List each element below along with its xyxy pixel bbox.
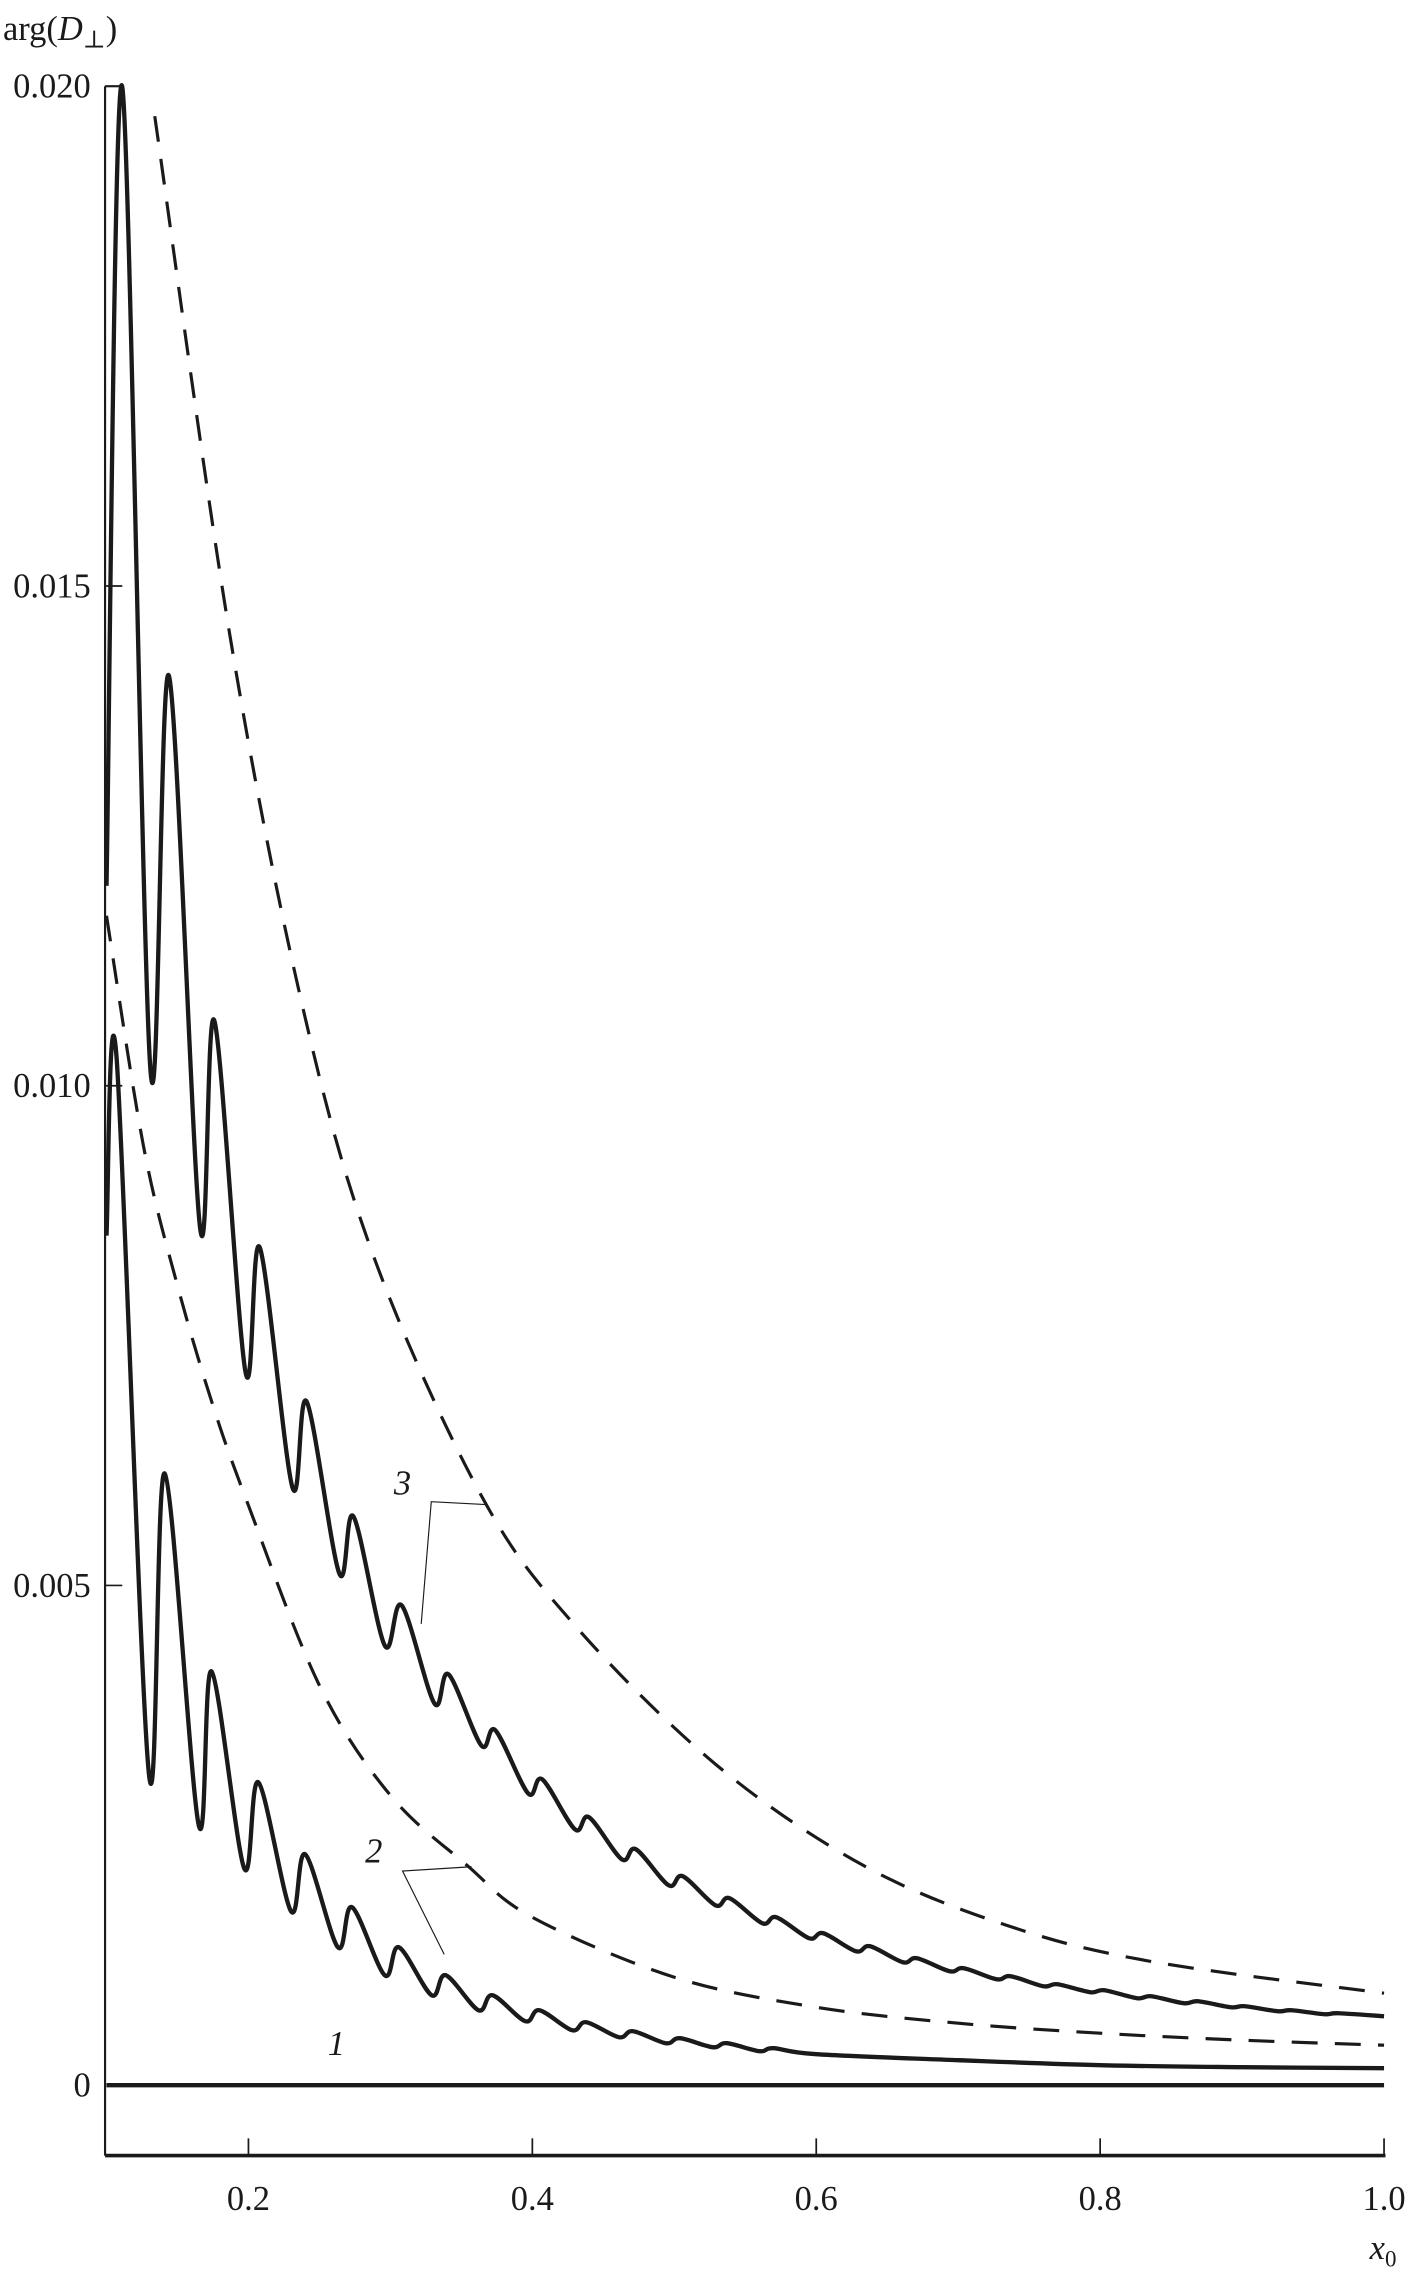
series-2-solid-line [104,1033,1385,2071]
leader-line-3 [420,1501,486,1624]
curve-label-2: 2 [365,1832,382,1870]
y-tick-label: 0.015 [13,567,91,605]
y-tick-label: 0 [73,2067,90,2105]
series-3-solid-line [104,83,1385,2019]
curve-label-1: 1 [328,2025,345,2063]
x-tick-label: 0.4 [511,2180,554,2218]
curve-labels: 1 2 3 [328,1465,486,2063]
x-tick-label: 0.6 [795,2180,838,2218]
y-tick-label: 0.010 [13,1067,91,1105]
x-tick-label: 0.8 [1079,2180,1122,2218]
x-tick-label: 0.2 [227,2180,270,2218]
y-axis-label: arg(D⊥) [3,10,117,53]
y-tick-label: 0.005 [13,1567,91,1605]
series-3-dashed-line [153,115,1385,1995]
curve-label-3: 3 [393,1465,411,1503]
series-2-dashed-line [104,915,1385,2047]
svg-text:x0: x0 [1369,2229,1397,2271]
svg-text:arg(D⊥): arg(D⊥) [3,10,117,53]
leader-line-2 [401,1866,472,1955]
x-tick-label: 1.0 [1362,2180,1405,2218]
y-tick-label: 0.020 [13,68,91,106]
x-axis-label: x0 [1369,2229,1397,2271]
